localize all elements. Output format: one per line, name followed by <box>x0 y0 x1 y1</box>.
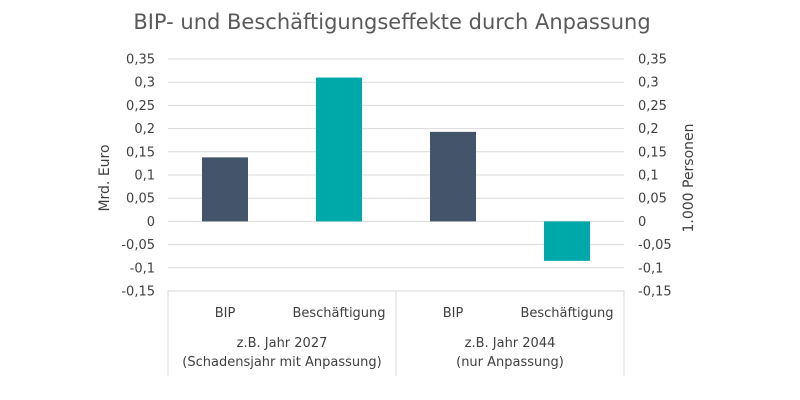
y-tick-label-left: 0,15 <box>126 145 155 160</box>
y-tick-label-right: 0,2 <box>638 122 659 137</box>
category-label: Beschäftigung <box>520 306 613 321</box>
y-tick-label-left: -0,05 <box>121 238 155 253</box>
bar-beschaeftigung <box>544 221 590 261</box>
y-tick-label-right: 0,3 <box>638 76 659 91</box>
bar-bip <box>202 157 248 222</box>
bars <box>202 77 590 261</box>
y-axis-right-label: 1.000 Personen <box>681 123 697 232</box>
y-tick-label-left: -0,15 <box>121 285 155 300</box>
y-tick-label-right: 0,05 <box>638 192 667 207</box>
y-tick-label-right: 0 <box>638 215 646 230</box>
y-tick-label-right: 0,15 <box>638 145 667 160</box>
group-label-line2: (nur Anpassung) <box>456 355 564 370</box>
y-tick-label-left: -0,1 <box>130 261 155 276</box>
y-tick-label-right: -0,15 <box>638 285 672 300</box>
group-label-line1: z.B. Jahr 2044 <box>465 336 556 351</box>
y-tick-label-left: 0,1 <box>134 169 155 184</box>
y-axis-right-ticks: -0,15 -0,1 -0,05 0 0,05 0,1 0,15 0,2 0,25 0,3 0,35 <box>638 53 672 300</box>
category-label: BIP <box>443 306 464 321</box>
y-tick-label-right: 0,25 <box>638 99 667 114</box>
y-tick-label-right: 0,1 <box>638 169 659 184</box>
category-labels: BIP Beschäftigung z.B. Jahr 2027 (Schadensj… <box>182 306 613 370</box>
y-tick-label-left: 0,35 <box>126 53 155 68</box>
y-tick-label-right: -0,1 <box>638 261 663 276</box>
bar-beschaeftigung <box>316 77 362 222</box>
y-tick-label-left: 0,05 <box>126 192 155 207</box>
group-label-line1: z.B. Jahr 2027 <box>237 336 328 351</box>
group-label-line2: (Schadensjahr mit Anpassung) <box>182 355 381 370</box>
y-tick-label-right: 0,35 <box>638 53 667 68</box>
chart-title: BIP- und Beschäftigungseffekte durch Anp… <box>133 10 650 34</box>
y-tick-label-left: 0,3 <box>134 76 155 91</box>
y-tick-label-left: 0,25 <box>126 99 155 114</box>
category-label: Beschäftigung <box>292 306 385 321</box>
y-tick-label-right: -0,05 <box>638 238 672 253</box>
y-tick-label-left: 0,2 <box>134 122 155 137</box>
y-axis-left-ticks: -0,15 -0,1 -0,05 0 0,05 0,1 0,15 0,2 0,25 0,3 0,35 <box>121 53 155 300</box>
bar-bip <box>430 131 476 222</box>
category-label: BIP <box>215 306 236 321</box>
y-axis-left-label: Mrd. Euro <box>97 144 113 211</box>
y-tick-label-left: 0 <box>147 215 155 230</box>
